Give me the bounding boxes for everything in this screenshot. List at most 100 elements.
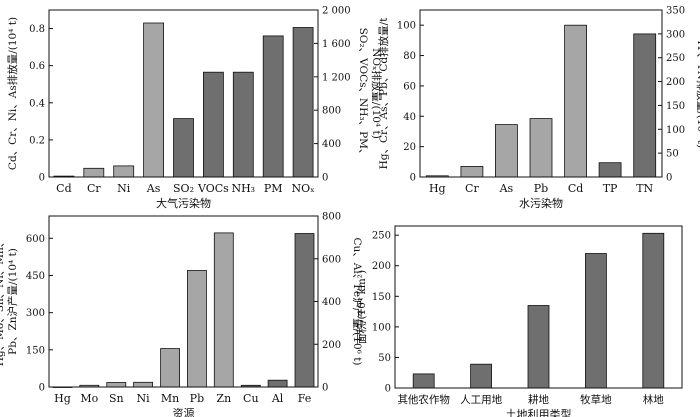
bar xyxy=(470,363,493,389)
x-tick-label: Ni xyxy=(137,392,151,405)
x-tick-label: Al xyxy=(271,392,284,405)
y-tick-label: 0 xyxy=(39,173,45,184)
x-tick-label: Pb xyxy=(190,392,204,405)
x-tick-label: Fe xyxy=(298,392,312,405)
y-axis-title: Hg、Cr、As、Pb、Cd排放量/t xyxy=(377,17,390,169)
bar xyxy=(173,118,194,178)
bar xyxy=(83,167,105,178)
y2-tick-label: 100 xyxy=(666,125,685,136)
plot-frame xyxy=(48,215,319,388)
chart-4: 其他农作物 人工用地 耕地 牧草地 林地 0 50 100 150 200 250 土地利用类型 面积/… xyxy=(356,225,683,417)
x-tick-label: Zn xyxy=(216,392,231,405)
y2-tick-label: 150 xyxy=(666,101,685,112)
y-tick-label: 0.2 xyxy=(29,135,45,146)
y-tick-label: 60 xyxy=(403,81,416,92)
y-tick-label: 100 xyxy=(397,21,416,32)
y-tick-label: 50 xyxy=(378,353,391,364)
y2-tick-label: 800 xyxy=(322,106,341,117)
y2-tick-label: 300 xyxy=(666,29,685,40)
x-tick-label: PM xyxy=(264,182,283,195)
bar xyxy=(412,373,435,389)
y-tick-label: 0.4 xyxy=(29,98,45,109)
plot-frame xyxy=(419,9,663,178)
x-tick-label: TN xyxy=(636,182,653,195)
y2-tick-label: 600 xyxy=(322,254,341,265)
x-tick-label: Cu xyxy=(243,392,259,405)
chart-3: Hg Mo Sn Ni Mn Pb Zn Cu Al Fe 0 150 300 450 600 0 200 400… xyxy=(0,212,364,417)
x-tick-label: VOCs xyxy=(197,182,229,195)
y-axis-title: 面积/(10⁴ km²) xyxy=(356,270,368,344)
x-tick-label: 林地 xyxy=(643,393,664,406)
y2-tick-label: 200 xyxy=(666,77,685,88)
plot-frame xyxy=(48,9,319,178)
y-tick-label: 0.8 xyxy=(29,24,45,35)
x-tick-label: Cr xyxy=(465,182,479,195)
x-axis-title: 大气污染物 xyxy=(156,196,211,210)
y2-tick-label: 1 600 xyxy=(322,39,351,50)
bar xyxy=(143,22,165,178)
y2-tick-label: 0 xyxy=(322,173,328,184)
bar xyxy=(633,33,657,178)
bar xyxy=(113,165,135,178)
y-tick-label: 450 xyxy=(26,271,45,282)
y-tick-label: 0 xyxy=(385,384,391,395)
bar xyxy=(527,305,550,389)
y-axis-title: Hg、Mo、Sn、Ni、Mn、 xyxy=(0,237,6,366)
bar xyxy=(267,379,288,388)
y2-tick-label: 50 xyxy=(666,149,679,160)
y-tick-label: 0 xyxy=(39,383,45,394)
bar xyxy=(213,232,234,388)
x-tick-label: As xyxy=(499,182,514,195)
x-tick-label: Cd xyxy=(56,182,71,195)
bar xyxy=(262,35,284,178)
y-tick-label: 150 xyxy=(372,292,391,303)
y-tick-label: 200 xyxy=(372,261,391,272)
y2-axis-title: NOₓ排放量/(10⁴ t) xyxy=(370,48,383,139)
x-tick-label: Hg xyxy=(429,182,446,195)
x-tick-label: Cd xyxy=(568,182,583,195)
x-axis-title: 资源 xyxy=(173,406,195,417)
x-axis-title: 土地利用类型 xyxy=(506,407,572,417)
y2-tick-label: 0 xyxy=(322,383,328,394)
x-tick-label: 其他农作物 xyxy=(397,393,450,406)
bar xyxy=(460,165,484,178)
x-tick-label: SO₂ xyxy=(173,182,194,195)
bar xyxy=(232,71,254,178)
x-tick-label: 耕地 xyxy=(528,393,549,406)
x-tick-label: Mn xyxy=(161,392,179,405)
x-tick-label: Cr xyxy=(87,182,101,195)
y2-tick-label: 2 000 xyxy=(322,6,351,17)
x-axis-title: 水污染物 xyxy=(519,196,563,210)
x-tick-label: Mo xyxy=(80,392,98,405)
bar xyxy=(202,71,224,178)
y-tick-label: 0 xyxy=(410,173,416,184)
bar xyxy=(564,24,587,178)
plot-frame xyxy=(394,225,683,389)
y2-tick-label: 400 xyxy=(322,297,341,308)
x-tick-label: 人工用地 xyxy=(460,393,502,406)
y-tick-label: 0.6 xyxy=(29,61,45,72)
y2-axis-title: TP、TN排放量/(10⁴ t) xyxy=(695,39,700,148)
bar xyxy=(585,253,607,389)
y2-tick-label: 1 200 xyxy=(322,72,351,83)
y-tick-label: 250 xyxy=(372,231,391,242)
y2-tick-label: 350 xyxy=(666,6,685,17)
bar xyxy=(494,124,518,178)
y2-tick-label: 400 xyxy=(322,139,341,150)
x-tick-label: Ni xyxy=(117,182,131,195)
y2-tick-label: 250 xyxy=(666,53,685,64)
x-tick-label: Sn xyxy=(109,392,124,405)
y2-tick-label: 0 xyxy=(666,173,672,184)
x-tick-label: Hg xyxy=(54,392,71,405)
y-axis-title: Cd、Cr、Ni、As排放量/(10⁴ t) xyxy=(6,17,19,170)
bar xyxy=(529,118,553,178)
y-tick-label: 20 xyxy=(403,142,416,153)
bar xyxy=(294,233,315,388)
bar xyxy=(598,162,622,178)
y-tick-label: 300 xyxy=(26,308,45,319)
y-axis-title: Pb、Zn沪产量/(10⁴ t) xyxy=(6,248,19,355)
y-tick-label: 600 xyxy=(26,234,45,245)
bar xyxy=(106,382,127,388)
y-tick-label: 100 xyxy=(372,322,391,333)
